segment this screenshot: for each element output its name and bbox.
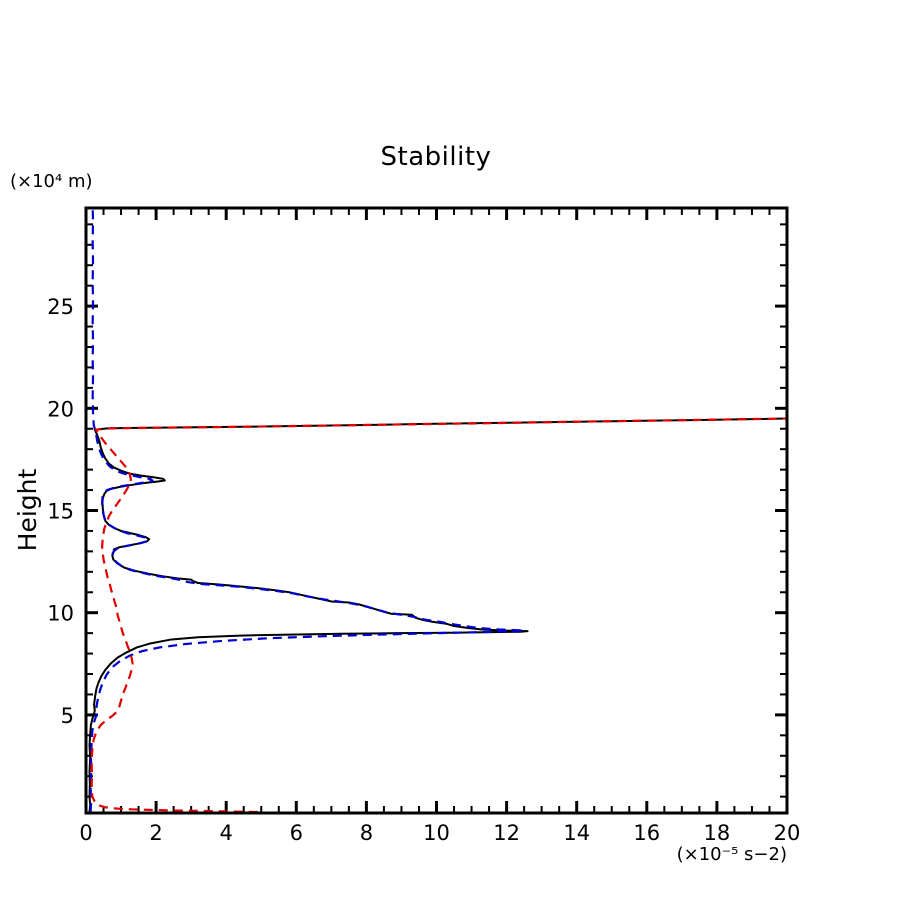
y-unit-label: (×10⁴ m): [10, 171, 93, 192]
y-axis-title: Height: [13, 468, 42, 551]
y-tick-label: 10: [47, 602, 74, 626]
x-tick-label: 6: [290, 821, 303, 845]
data-curves: [88, 207, 788, 814]
y-tick-label: 20: [47, 397, 74, 421]
y-tick-label: 15: [47, 500, 74, 524]
plot-frame: [84, 206, 789, 815]
y-axis-tick-labels: 5 10 15 20 25: [47, 295, 74, 728]
x-tick-label: 4: [220, 821, 233, 845]
curve-series-black-solid: [88, 417, 788, 813]
x-unit-label: (×10⁻⁵ s−2): [677, 844, 787, 865]
x-axis-tick-labels: 0 2 4 6 8 10 12 14 16 18 20: [79, 821, 800, 845]
y-tick-label: 25: [47, 295, 74, 319]
y-tick-label: 5: [61, 704, 74, 728]
x-tick-label: 0: [79, 821, 92, 845]
x-tick-label: 12: [493, 821, 520, 845]
x-tick-label: 2: [149, 821, 162, 845]
curve-series-blue-dashed: [89, 207, 526, 813]
x-tick-label: 18: [704, 821, 731, 845]
page-title: Stability: [381, 142, 492, 172]
x-tick-label: 16: [633, 821, 660, 845]
x-tick-label: 8: [360, 821, 373, 845]
x-tick-label: 14: [563, 821, 590, 845]
x-tick-label: 20: [774, 821, 801, 845]
x-tick-label: 10: [423, 821, 450, 845]
